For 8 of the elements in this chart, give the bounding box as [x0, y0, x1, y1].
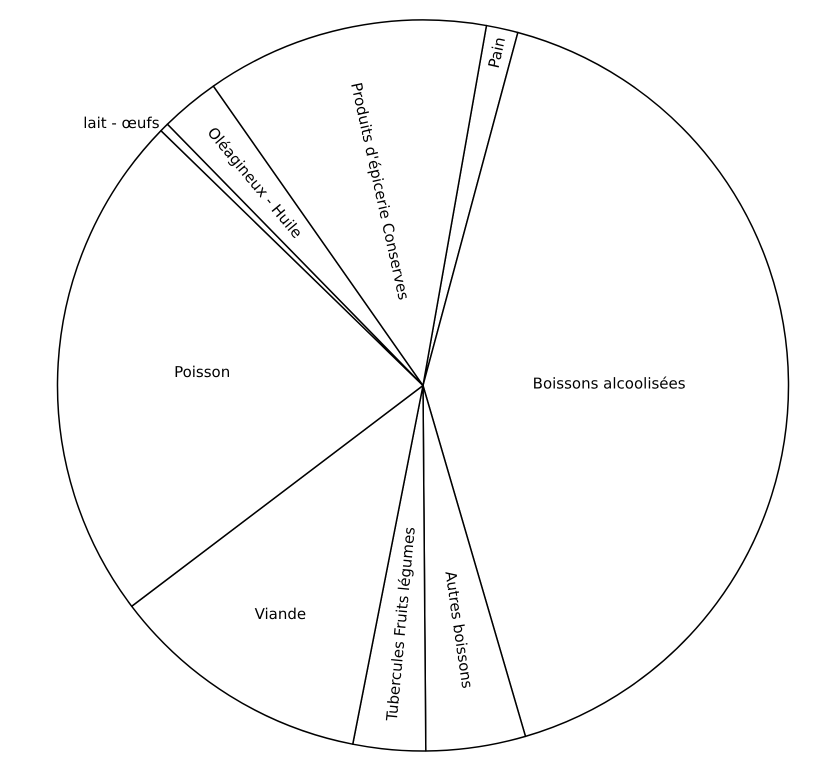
- slice-label: Autres boissons: [441, 570, 476, 690]
- slice-label: Viande: [254, 605, 306, 624]
- slice-label: Pain: [484, 35, 510, 70]
- slice-label: Poisson: [174, 362, 230, 381]
- slice-label: Produits d'épicerie Conserves: [347, 80, 413, 302]
- slice-label: Boissons alcoolisées: [532, 374, 686, 392]
- slice-label: lait - œufs: [83, 114, 160, 132]
- slice-label: Tubercules Fruits légumes: [382, 526, 419, 723]
